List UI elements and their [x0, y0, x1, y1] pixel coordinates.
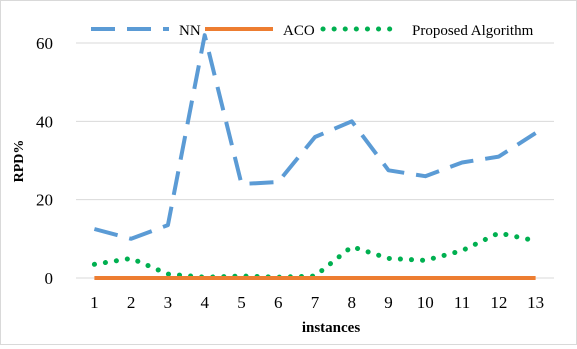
x-axis-ticks: 1 2 3 4 5 6 7 8 9 10 11 12 13	[90, 293, 544, 312]
y-tick-label: 20	[36, 191, 53, 210]
legend-label: Proposed Algorithm	[412, 23, 534, 39]
x-tick-label: 5	[237, 293, 246, 312]
y-tick-label: 40	[36, 112, 53, 131]
series-line-proposed-algorithm	[91, 230, 539, 280]
series-lines	[91, 33, 539, 280]
x-tick-label: 13	[527, 293, 544, 312]
x-tick-label: 1	[90, 293, 99, 312]
x-tick-label: 6	[274, 293, 283, 312]
x-tick-label: 4	[200, 293, 209, 312]
y-tick-label: 0	[45, 269, 54, 288]
legend: NN ACO Proposed Algorithm	[91, 23, 534, 39]
legend-label: NN	[179, 23, 201, 39]
x-tick-label: 8	[348, 293, 357, 312]
x-tick-label: 7	[311, 293, 320, 312]
x-tick-label: 3	[164, 293, 173, 312]
legend-label: ACO	[283, 23, 315, 39]
gridlines	[76, 42, 554, 279]
y-tick-label: 60	[36, 34, 53, 53]
series-line-nn	[93, 33, 537, 241]
x-tick-label: 2	[127, 293, 136, 312]
x-axis-title: instances	[302, 320, 361, 336]
x-tick-label: 11	[454, 293, 470, 312]
y-axis-title: RPD%	[12, 140, 27, 183]
y-axis-ticks: 0 20 40 60	[36, 34, 53, 288]
x-tick-label: 12	[490, 293, 507, 312]
x-tick-label: 10	[417, 293, 434, 312]
x-tick-label: 9	[384, 293, 393, 312]
